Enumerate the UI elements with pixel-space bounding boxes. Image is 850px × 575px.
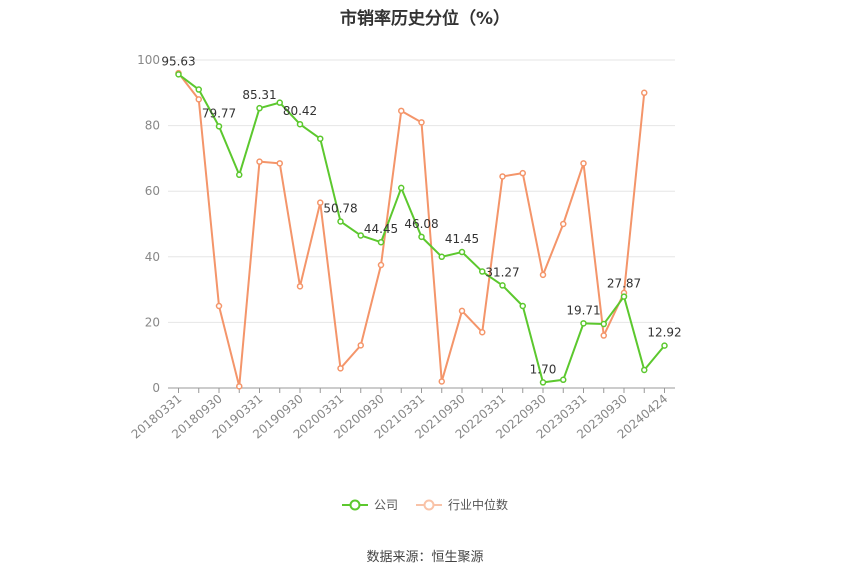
data-point-industry	[398, 107, 405, 115]
data-label: 95.63	[161, 54, 195, 68]
data-point-industry	[560, 220, 567, 228]
data-point-industry	[539, 271, 547, 279]
y-tick-label: 0	[152, 381, 160, 395]
data-point-industry	[317, 199, 324, 206]
data-point-industry	[438, 378, 445, 385]
data-point-company	[560, 376, 567, 384]
data-point-company	[641, 366, 648, 374]
data-label: 44.45	[364, 222, 398, 236]
data-point-company	[661, 342, 668, 349]
y-tick-label: 40	[145, 250, 160, 264]
data-label: 79.77	[202, 106, 236, 120]
data-point-industry	[600, 332, 607, 339]
data-point-company	[175, 71, 182, 78]
data-point-company	[195, 86, 202, 93]
legend-label-industry: 行业中位数	[448, 498, 509, 512]
data-point-industry	[499, 173, 506, 180]
data-label: 85.31	[242, 88, 276, 102]
data-point-company	[479, 268, 486, 275]
data-label: 41.45	[445, 232, 479, 246]
chart-title: 市销率历史分位（%）	[339, 9, 511, 29]
data-label: 31.27	[485, 265, 519, 279]
data-point-industry	[215, 302, 223, 310]
data-label: 12.92	[647, 326, 681, 340]
y-tick-label: 100	[137, 53, 160, 67]
data-point-company	[580, 320, 587, 327]
y-tick-label: 60	[145, 184, 160, 198]
data-label: 80.42	[283, 104, 317, 118]
data-point-company	[236, 171, 243, 179]
data-label: 46.08	[404, 217, 438, 231]
data-point-company	[256, 104, 263, 112]
legend-swatch-industry	[416, 499, 442, 510]
data-point-company	[539, 379, 547, 386]
source-note: 数据来源：恒生聚源	[366, 550, 484, 565]
data-point-industry	[256, 158, 263, 165]
data-point-company	[418, 233, 425, 241]
series-line-industry	[177, 72, 646, 388]
data-point-industry	[519, 169, 526, 177]
data-point-industry	[296, 283, 304, 290]
data-point-industry	[377, 261, 385, 269]
data-point-industry	[458, 307, 466, 315]
data-point-industry	[195, 96, 202, 103]
data-label: 19.71	[566, 303, 600, 317]
data-point-company	[215, 123, 223, 130]
data-point-industry	[236, 383, 243, 390]
data-point-company	[276, 99, 283, 106]
data-label: 50.78	[323, 201, 357, 215]
data-point-industry	[418, 119, 425, 126]
data-point-company	[499, 282, 506, 289]
data-point-industry	[580, 160, 587, 167]
legend-item-company[interactable]: 公司	[341, 496, 398, 513]
data-point-company	[398, 184, 405, 192]
y-tick-label: 80	[145, 119, 160, 133]
legend-swatch-company	[341, 499, 368, 510]
data-point-industry	[337, 365, 344, 372]
data-point-company	[458, 248, 466, 256]
data-point-industry	[276, 160, 283, 167]
data-point-company	[317, 135, 324, 142]
data-point-company	[519, 302, 526, 310]
line-chart: 0204060801002018033120180930201903312019…	[129, 53, 682, 442]
data-point-industry	[479, 328, 486, 336]
data-point-company	[357, 232, 364, 239]
data-point-company	[296, 120, 304, 128]
data-point-industry	[641, 89, 648, 97]
legend: 公司 行业中位数	[0, 496, 850, 513]
y-tick-label: 20	[145, 315, 160, 329]
legend-label-company: 公司	[373, 498, 398, 512]
data-point-company	[337, 218, 344, 225]
data-point-company	[600, 320, 607, 328]
data-point-company	[377, 238, 385, 246]
legend-item-industry[interactable]: 行业中位数	[416, 496, 508, 513]
data-point-company	[438, 253, 445, 261]
data-point-company	[620, 293, 628, 300]
data-label: 27.87	[607, 277, 641, 291]
data-label: 1.70	[530, 362, 557, 376]
data-point-industry	[357, 342, 364, 349]
